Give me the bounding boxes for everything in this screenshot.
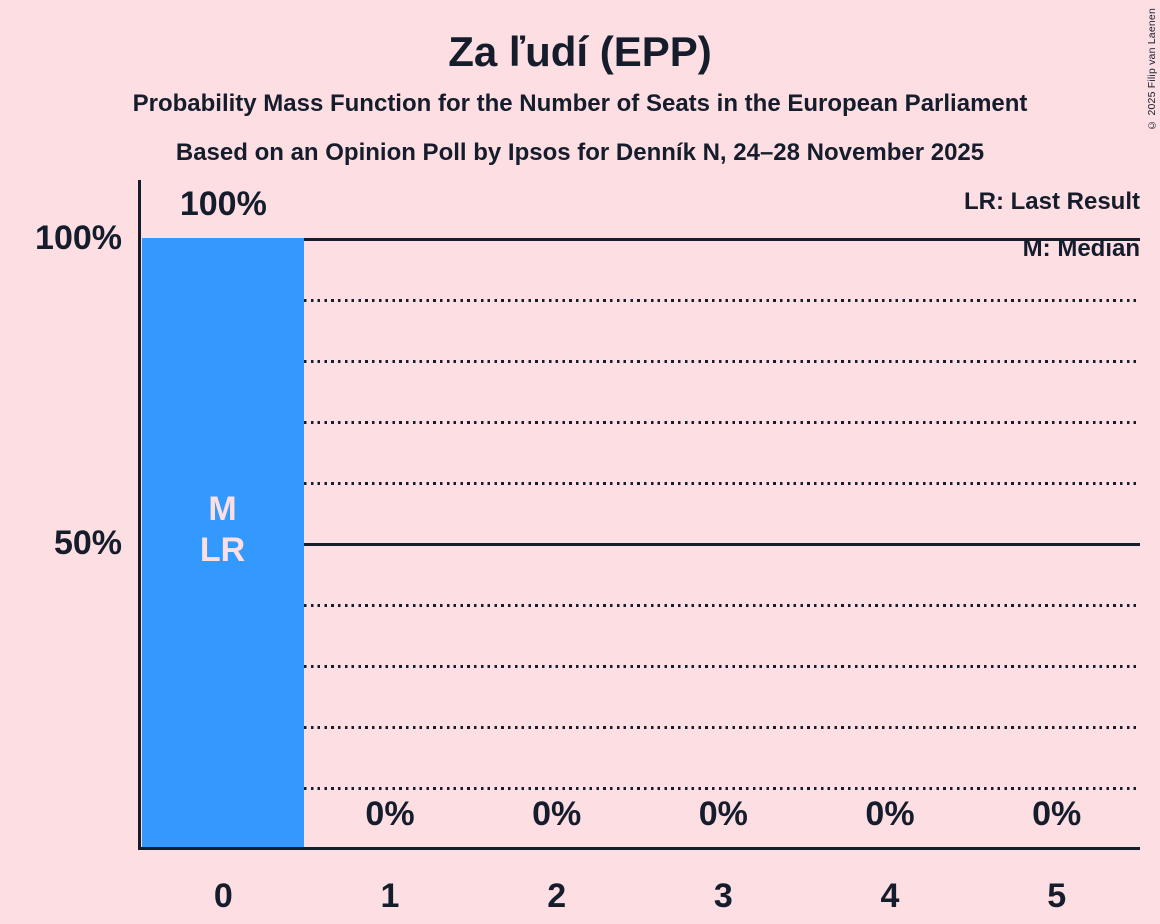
gridline-dotted-70 <box>303 421 1140 424</box>
x-tick-1: 1 <box>380 877 400 915</box>
x-tick-4: 4 <box>880 877 900 915</box>
value-label-seat-3: 0% <box>698 795 748 833</box>
chart-subtitle-poll: Based on an Opinion Poll by Ipsos for De… <box>175 139 985 166</box>
x-tick-2: 2 <box>547 877 567 915</box>
gridline-solid-100 <box>303 238 1140 241</box>
bar-annotation: M LR <box>141 489 304 571</box>
gridline-dotted-80 <box>303 360 1140 363</box>
x-tick-5: 5 <box>1047 877 1067 915</box>
gridline-dotted-40 <box>303 604 1140 607</box>
y-axis-tick-50: 50% <box>53 524 122 562</box>
gridline-dotted-30 <box>303 665 1140 668</box>
median-marker: M <box>208 490 237 528</box>
last-result-marker: LR <box>199 531 246 569</box>
x-axis-line <box>138 847 1140 850</box>
gridline-dotted-20 <box>303 726 1140 729</box>
chart-subtitle-function: Probability Mass Function for the Number… <box>132 90 1028 117</box>
value-label-seat-0: 100% <box>179 185 267 223</box>
value-label-seat-2: 0% <box>532 795 582 833</box>
gridline-dotted-60 <box>303 482 1140 485</box>
gridline-dotted-10 <box>303 787 1140 790</box>
legend-median: M: Median <box>1022 235 1140 262</box>
x-tick-0: 0 <box>213 877 233 915</box>
legend-last-result: LR: Last Result <box>963 188 1140 215</box>
value-label-seat-5: 0% <box>1032 795 1082 833</box>
value-label-seat-1: 0% <box>365 795 415 833</box>
gridline-solid-50 <box>303 543 1140 546</box>
y-axis-tick-100: 100% <box>35 219 122 257</box>
chart-title: Za ľudí (EPP) <box>448 28 712 75</box>
y-axis-line <box>138 180 141 850</box>
copyright-notice: © 2025 Filip van Laenen <box>1146 8 1158 131</box>
bar-seat-0 <box>141 238 304 847</box>
gridline-dotted-90 <box>303 299 1140 302</box>
x-tick-3: 3 <box>713 877 733 915</box>
value-label-seat-4: 0% <box>865 795 915 833</box>
